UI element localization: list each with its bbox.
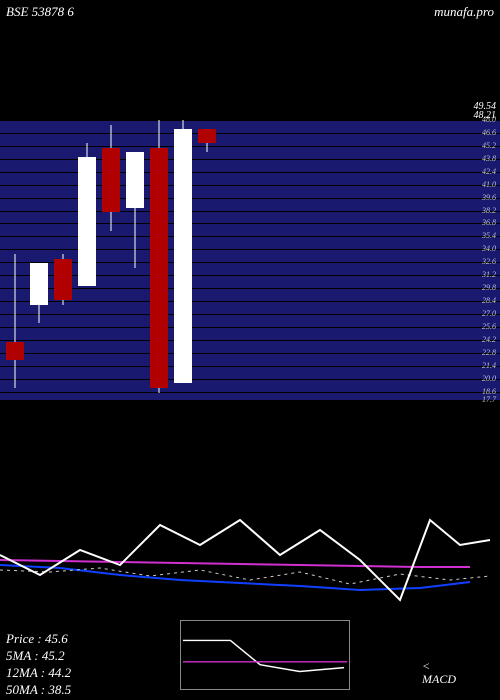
grid-line [0, 340, 500, 341]
price-axis-label: 32.6 [482, 258, 496, 266]
candle-body-down [102, 148, 120, 213]
info-line: 50MA : 38.5 [6, 681, 71, 698]
main-price-panel [0, 24, 500, 120]
macd-label: <MACD [422, 660, 456, 686]
info-line: 5MA : 45.2 [6, 647, 71, 664]
price-axis-label: 27.0 [482, 310, 496, 318]
grid-line [0, 249, 500, 250]
grid-line [0, 262, 500, 263]
grid-line [0, 146, 500, 147]
price-axis-label: 45.2 [482, 142, 496, 150]
price-grid-zone: 48.046.645.243.842.441.039.638.236.835.4… [0, 120, 500, 400]
grid-line [0, 172, 500, 173]
grid-line [0, 327, 500, 328]
price-axis-label: 25.6 [482, 323, 496, 331]
candle-body-up [126, 152, 144, 207]
price-axis-label: 21.4 [482, 362, 496, 370]
grid-line [0, 288, 500, 289]
info-line: 12MA : 44.2 [6, 664, 71, 681]
price-axis-label: 41.0 [482, 181, 496, 189]
grid-line [0, 198, 500, 199]
grid-line [0, 275, 500, 276]
price-axis-label: 17.7 [482, 396, 496, 404]
price-axis-label: 22.8 [482, 349, 496, 357]
grid-line [0, 223, 500, 224]
grid-line [0, 159, 500, 160]
candle-body-down [6, 342, 24, 360]
grid-line [0, 366, 500, 367]
source-label: munafa.pro [434, 4, 494, 20]
grid-line [0, 185, 500, 186]
chart-root: BSE 53878 6 munafa.pro 48.046.645.243.84… [0, 0, 500, 700]
price-axis-label: 42.4 [482, 168, 496, 176]
candle-wick [15, 254, 16, 388]
macd-mini-panel [180, 620, 350, 690]
price-axis-label: 39.6 [482, 194, 496, 202]
price-axis-label: 28.4 [482, 297, 496, 305]
grid-line [0, 314, 500, 315]
grid-line [0, 353, 500, 354]
candle-body-up [30, 263, 48, 305]
price-axis-label: 31.2 [482, 271, 496, 279]
grid-line [0, 236, 500, 237]
grid-line [0, 301, 500, 302]
price-axis-label: 38.2 [482, 207, 496, 215]
price-axis-label: 35.4 [482, 232, 496, 240]
candle-body-up [78, 157, 96, 286]
candle-body-down [150, 148, 168, 388]
price-axis-label: 20.0 [482, 375, 496, 383]
price-info-box: Price : 45.65MA : 45.212MA : 44.250MA : … [6, 630, 71, 698]
info-line: Price : 45.6 [6, 630, 71, 647]
price-axis-label: 24.2 [482, 336, 496, 344]
price-axis-label: 36.8 [482, 219, 496, 227]
grid-line [0, 211, 500, 212]
price-axis-label: 29.8 [482, 284, 496, 292]
last-price-overlay: 49.5448.21 [474, 102, 497, 120]
grid-line [0, 392, 500, 393]
candle-body-up [174, 129, 192, 383]
chart-header: BSE 53878 6 munafa.pro [6, 4, 494, 24]
grid-line [0, 379, 500, 380]
candle-body-down [198, 129, 216, 143]
grid-line [0, 400, 500, 401]
candle-body-down [54, 259, 72, 301]
grid-line [0, 120, 500, 121]
macd-mini-lines [181, 621, 349, 689]
ticker-label: BSE 53878 6 [6, 4, 74, 20]
price-axis-label: 34.0 [482, 245, 496, 253]
grid-line [0, 133, 500, 134]
price-axis-label: 43.8 [482, 155, 496, 163]
price-axis-label: 46.6 [482, 129, 496, 137]
